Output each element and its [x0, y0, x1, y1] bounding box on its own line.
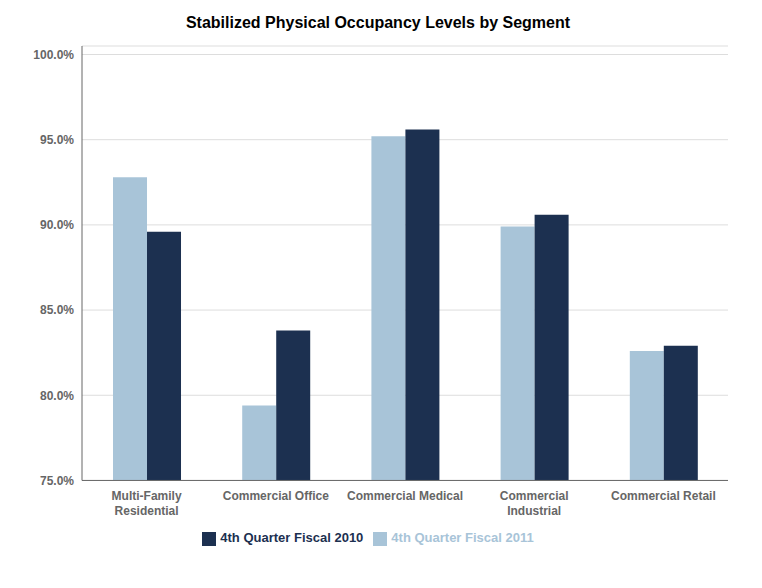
- svg-text:Commercial Retail: Commercial Retail: [611, 489, 716, 503]
- svg-text:Multi-FamilyResidential: Multi-FamilyResidential: [112, 489, 182, 518]
- svg-text:100.0%: 100.0%: [33, 48, 74, 62]
- html-text:4th Quarter Fiscal 2010: 4th Quarter Fiscal 2010: [220, 530, 364, 546]
- svg-text:95.0%: 95.0%: [40, 133, 74, 147]
- svg-text:85.0%: 85.0%: [40, 303, 74, 317]
- svg-text:90.0%: 90.0%: [40, 218, 74, 232]
- svg-text:Commercial Medical: Commercial Medical: [347, 489, 463, 503]
- html-text:4th Quarter Fiscal 2011: 4th Quarter Fiscal 2011: [391, 530, 534, 546]
- html-text:Stabilized Physical Occupancy: Stabilized Physical Occupancy Levels by …: [185, 14, 571, 31]
- svg-text:Commercial Office: Commercial Office: [223, 489, 329, 503]
- svg-text:CommercialIndustrial: CommercialIndustrial: [500, 489, 569, 518]
- svg-text:75.0%: 75.0%: [40, 474, 74, 488]
- svg-text:80.0%: 80.0%: [40, 389, 74, 403]
